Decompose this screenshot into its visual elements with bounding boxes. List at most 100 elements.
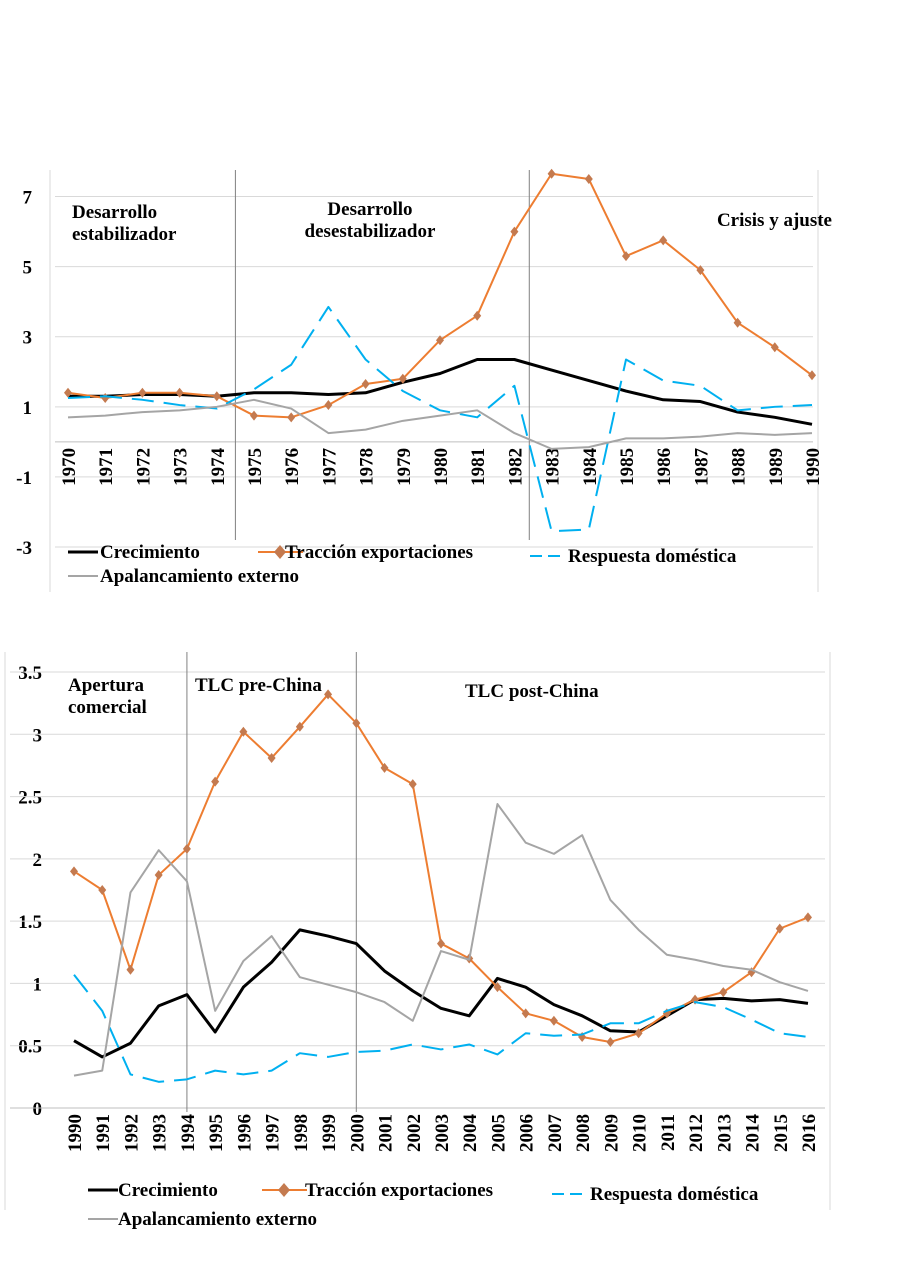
legend-marker bbox=[278, 1183, 290, 1197]
series-line bbox=[67, 305, 813, 533]
marker bbox=[352, 718, 361, 729]
marker bbox=[64, 387, 72, 398]
series-line bbox=[73, 974, 809, 1083]
x-tick-label: 2002 bbox=[404, 1114, 425, 1152]
legend-label: Respuesta doméstica bbox=[590, 1184, 759, 1205]
marker bbox=[182, 843, 191, 854]
marker bbox=[696, 265, 705, 276]
marker bbox=[521, 1008, 530, 1019]
legend-label: Respuesta doméstica bbox=[568, 546, 737, 567]
x-tick-label: 2015 bbox=[771, 1114, 792, 1152]
period-label: Desarrollo bbox=[327, 199, 412, 220]
marker bbox=[398, 373, 407, 384]
series-line bbox=[73, 928, 809, 1059]
x-tick-label: 1971 bbox=[96, 448, 117, 486]
x-tick-label: 1993 bbox=[150, 1114, 171, 1152]
x-tick-label: 1995 bbox=[206, 1114, 227, 1152]
marker bbox=[126, 964, 135, 975]
x-tick-label: 1982 bbox=[505, 448, 526, 486]
x-tick-label: 2009 bbox=[601, 1114, 622, 1152]
period-label: Crisis y ajuste bbox=[717, 210, 832, 231]
x-tick-label: 2005 bbox=[488, 1114, 509, 1152]
series-line bbox=[67, 172, 813, 419]
marker bbox=[101, 393, 110, 404]
y-tick-label: 3 bbox=[33, 725, 43, 746]
marker bbox=[808, 370, 816, 381]
period-label: TLC post-China bbox=[465, 681, 599, 702]
series-line bbox=[68, 358, 813, 426]
period-label: estabilizador bbox=[72, 224, 177, 245]
marker bbox=[175, 387, 184, 398]
marker bbox=[803, 912, 812, 923]
marker bbox=[622, 251, 630, 262]
x-tick-label: 1973 bbox=[171, 448, 192, 486]
y-tick-label: 2 bbox=[33, 850, 43, 871]
marker bbox=[733, 317, 742, 328]
y-tick-label: 3 bbox=[23, 328, 33, 349]
marker bbox=[606, 1036, 615, 1047]
x-tick-label: 1979 bbox=[394, 448, 415, 486]
x-tick-label: 2011 bbox=[658, 1114, 679, 1151]
marker bbox=[775, 923, 784, 934]
marker bbox=[436, 335, 444, 346]
x-tick-label: 1988 bbox=[729, 448, 750, 486]
period-label: TLC pre-China bbox=[195, 675, 322, 696]
legend-marker bbox=[274, 545, 286, 559]
legend-label: Tracción exportaciones bbox=[305, 1180, 493, 1201]
x-tick-label: 1990 bbox=[65, 1114, 86, 1152]
x-tick-label: 2004 bbox=[460, 1114, 481, 1153]
marker bbox=[473, 310, 482, 321]
marker bbox=[98, 885, 107, 895]
x-tick-label: 1999 bbox=[319, 1114, 340, 1152]
legend-label: Crecimiento bbox=[118, 1180, 218, 1201]
x-tick-label: 2007 bbox=[545, 1114, 566, 1153]
x-tick-label: 1998 bbox=[291, 1114, 312, 1152]
y-tick-label: 2.5 bbox=[18, 788, 42, 809]
y-tick-label: 1 bbox=[23, 398, 33, 419]
x-tick-label: 1975 bbox=[245, 448, 266, 486]
y-tick-label: 1 bbox=[33, 974, 43, 995]
y-tick-label: -3 bbox=[16, 538, 32, 559]
marker bbox=[547, 168, 556, 179]
marker bbox=[239, 726, 248, 737]
period-label: Apertura bbox=[68, 675, 144, 696]
y-tick-label: 3.5 bbox=[18, 663, 42, 684]
marker bbox=[549, 1015, 558, 1026]
marker bbox=[70, 866, 78, 877]
x-tick-label: 2008 bbox=[573, 1114, 594, 1152]
legend-label: Apalancamiento externo bbox=[100, 566, 299, 587]
marker bbox=[770, 342, 779, 353]
x-tick-label: 1985 bbox=[617, 448, 638, 486]
x-tick-label: 2006 bbox=[517, 1114, 538, 1152]
x-tick-label: 1997 bbox=[263, 1114, 284, 1153]
y-tick-label: 0.5 bbox=[18, 1037, 42, 1058]
x-tick-label: 2010 bbox=[630, 1114, 651, 1152]
y-tick-label: 7 bbox=[23, 188, 33, 209]
x-tick-label: 1994 bbox=[178, 1114, 199, 1153]
period-label: desestabilizador bbox=[305, 221, 436, 242]
x-tick-label: 1983 bbox=[543, 448, 564, 486]
x-tick-label: 1981 bbox=[468, 448, 489, 486]
x-tick-label: 1996 bbox=[234, 1114, 255, 1152]
x-tick-label: 2013 bbox=[714, 1114, 735, 1152]
x-tick-label: 1980 bbox=[431, 448, 452, 486]
marker bbox=[154, 870, 163, 881]
legend-label: Apalancamiento externo bbox=[118, 1209, 317, 1230]
x-tick-label: 1987 bbox=[691, 447, 712, 486]
x-tick-label: 2003 bbox=[432, 1114, 453, 1152]
marker bbox=[510, 226, 519, 237]
marker bbox=[267, 752, 276, 763]
x-tick-label: 1989 bbox=[766, 448, 787, 486]
y-tick-label: 1.5 bbox=[18, 912, 42, 933]
marker bbox=[138, 387, 147, 398]
marker bbox=[361, 379, 370, 390]
marker bbox=[380, 762, 389, 773]
x-tick-label: 2016 bbox=[799, 1114, 820, 1152]
marker bbox=[719, 987, 728, 998]
period-label: Desarrollo bbox=[72, 202, 157, 223]
x-tick-label: 2001 bbox=[376, 1114, 397, 1152]
y-tick-label: 5 bbox=[23, 258, 33, 279]
legend-label: Crecimiento bbox=[100, 542, 200, 563]
marker bbox=[659, 235, 668, 246]
